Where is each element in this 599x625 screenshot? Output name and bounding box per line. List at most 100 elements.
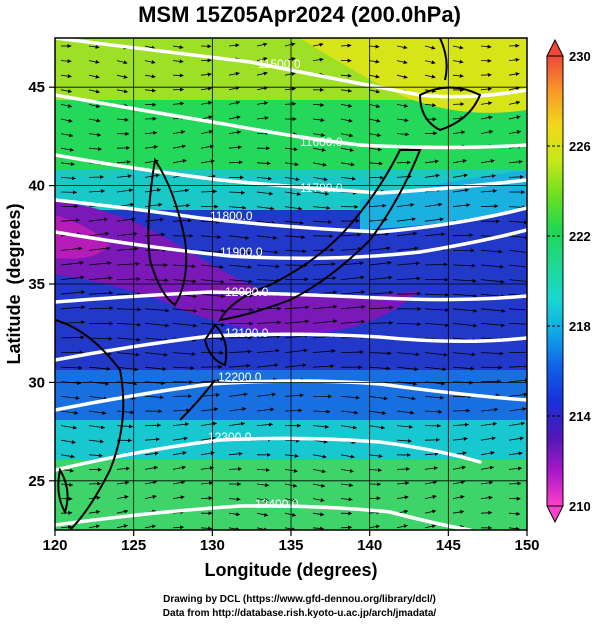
wind-arrow: [88, 291, 114, 296]
wind-arrow: [228, 407, 247, 412]
wind-arrow: [284, 512, 297, 517]
wind-arrow: [256, 206, 275, 211]
wind-arrow: [340, 73, 352, 78]
wind-arrow: [144, 202, 163, 207]
x-axis: 120 125 130 135 140 145 150: [42, 530, 540, 554]
wind-arrow: [368, 468, 382, 473]
wind-arrow: [452, 323, 478, 328]
wind-arrow: [116, 117, 129, 122]
wind-arrow: [396, 231, 418, 237]
wind-arrow: [88, 146, 102, 151]
wind-arrow: [172, 308, 198, 313]
wind-arrow: [172, 158, 187, 164]
wind-arrow: [312, 205, 331, 210]
wind-arrow: [368, 396, 388, 401]
wind-arrow: [228, 349, 252, 354]
wind-arrow: [508, 220, 527, 225]
wind-arrow: [172, 188, 190, 193]
wind-arrow: [200, 72, 212, 77]
wind-arrow: [312, 133, 326, 137]
colorbar-max-triangle: [546, 38, 564, 57]
wind-arrow: [508, 466, 522, 471]
wind-arrow: [424, 509, 437, 514]
wind-arrow: [200, 129, 214, 134]
colorbar-body: [546, 55, 564, 507]
contour-label: 11600.0: [300, 135, 343, 149]
wind-arrow: [200, 234, 222, 239]
wind-arrow: [228, 86, 240, 91]
wind-arrow: [144, 323, 170, 328]
wind-arrow: [60, 335, 85, 340]
wind-arrow: [480, 44, 492, 49]
wind-arrow: [200, 392, 220, 397]
wind-arrow: [396, 438, 412, 443]
wind-arrow: [200, 322, 226, 327]
wind-arrow: [88, 74, 100, 79]
wind-arrow: [480, 249, 503, 254]
wind-arrow: [172, 465, 186, 470]
wind-arrow: [340, 319, 366, 324]
wind-arrow: [452, 495, 465, 499]
wind-arrow: [480, 173, 496, 178]
wind-arrow: [200, 421, 218, 426]
wind-arrow: [452, 465, 466, 470]
wind-arrow: [480, 204, 499, 209]
wind-arrow: [88, 306, 114, 311]
wind-arrow: [368, 320, 394, 325]
wind-arrow: [424, 60, 436, 65]
wind-arrow: [116, 322, 142, 327]
wind-arrow: [144, 188, 162, 193]
wind-arrow: [424, 232, 446, 237]
wind-arrow: [396, 276, 421, 281]
wind-arrow: [88, 396, 108, 401]
wind-arrow: [172, 218, 192, 223]
wind-arrow: [144, 45, 156, 50]
wind-arrow: [228, 71, 240, 76]
wind-arrow: [396, 481, 410, 486]
wind-arrow: [228, 466, 242, 471]
wind-arrow: [228, 160, 243, 165]
wind-arrow: [424, 103, 437, 108]
x-tick-label: 130: [200, 537, 225, 554]
wind-arrow: [200, 219, 220, 224]
wind-arrow: [508, 451, 523, 456]
wind-arrow: [256, 422, 274, 427]
wind-arrow: [368, 104, 381, 109]
wind-arrow: [228, 190, 246, 195]
wind-arrow: [284, 162, 299, 167]
wind-arrow: [60, 59, 72, 64]
wind-arrow: [508, 279, 527, 282]
contour-11800: [55, 198, 527, 234]
wind-arrow: [116, 277, 141, 282]
wind-arrow: [396, 524, 408, 529]
wind-arrow: [508, 481, 522, 486]
wind-arrow: [200, 86, 212, 91]
wind-arrow: [396, 410, 415, 415]
wind-arrow: [60, 176, 76, 181]
wind-arrow: [60, 525, 72, 530]
wind-arrow: [368, 290, 394, 295]
wind-arrow: [480, 279, 505, 284]
wind-arrow: [88, 132, 102, 137]
wind-arrow: [60, 260, 84, 266]
wind-arrow: [368, 59, 380, 64]
wind-arrow: [256, 320, 282, 325]
wind-arrow: [256, 498, 269, 502]
wind-arrow: [144, 480, 158, 485]
wind-arrow: [312, 177, 328, 182]
wind-arrow: [200, 378, 222, 383]
contour-label: 12100.0: [225, 326, 269, 340]
wind-arrow: [284, 249, 307, 254]
wind-arrow: [424, 292, 450, 297]
wind-arrow: [396, 60, 408, 65]
wind-arrow: [424, 323, 450, 328]
wind-arrow: [256, 348, 280, 353]
wind-arrow: [284, 57, 296, 62]
wind-arrow: [172, 408, 191, 413]
wind-arrow: [60, 396, 80, 400]
wind-arrow: [424, 366, 447, 372]
wind-arrow: [88, 44, 100, 49]
wind-arrow: [312, 147, 326, 152]
wind-arrow: [256, 392, 276, 397]
contour-label: 11500.0: [258, 57, 301, 71]
